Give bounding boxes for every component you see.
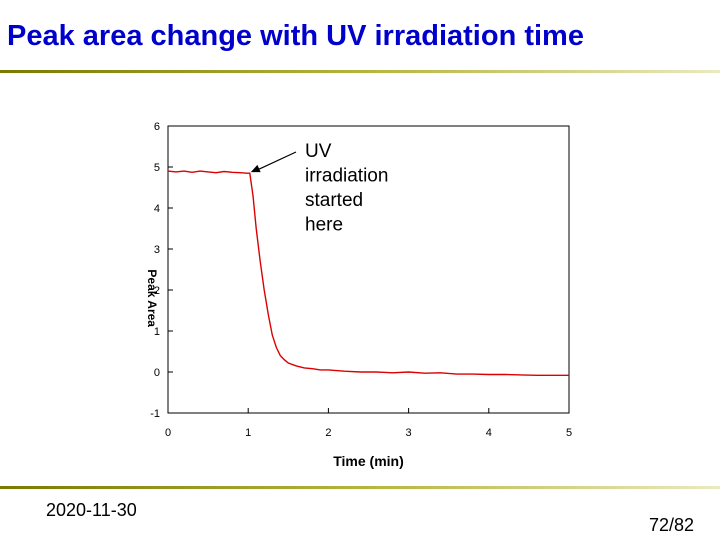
- y-tick-label: -1: [150, 408, 160, 420]
- page-number: 72/82: [649, 515, 695, 535]
- annotation-text-line: here: [305, 215, 343, 236]
- plot-area: [167, 125, 570, 414]
- y-tick-label: 5: [154, 162, 160, 174]
- x-tick-label: 5: [566, 427, 572, 439]
- y-tick-label: 3: [154, 244, 160, 256]
- footer-date: 2020-11-30: [46, 500, 137, 520]
- title-divider: [0, 70, 720, 73]
- annotation: UV irradiation started here: [250, 141, 388, 236]
- y-tick-label: 2: [154, 285, 160, 297]
- x-axis: 0 1 2 3 4 5: [165, 408, 572, 439]
- x-tick-label: 3: [406, 427, 412, 439]
- x-tick-label: 4: [486, 427, 492, 439]
- y-tick-label: 6: [154, 121, 160, 133]
- slide-title: Peak area change with UV irradiation tim…: [7, 20, 584, 52]
- x-tick-label: 0: [165, 427, 171, 439]
- footer-divider: [0, 486, 720, 489]
- y-tick-label: 4: [154, 203, 160, 215]
- series-line: [167, 170, 569, 376]
- x-axis-label: Time (min): [333, 453, 404, 469]
- y-axis-label: Peak Area: [145, 269, 159, 327]
- annotation-arrowhead: [250, 164, 261, 173]
- y-tick-label: 1: [154, 326, 160, 338]
- y-tick-label: 0: [154, 367, 160, 379]
- x-tick-label: 2: [325, 427, 331, 439]
- annotation-text-line: UV: [305, 141, 332, 162]
- annotation-arrow: [256, 151, 297, 171]
- annotation-text-line: started: [305, 190, 363, 211]
- annotation-text-line: irradiation: [305, 166, 388, 187]
- x-tick-label: 1: [245, 427, 251, 439]
- y-axis: -1 0 1 2 3 4 5 6: [150, 121, 173, 420]
